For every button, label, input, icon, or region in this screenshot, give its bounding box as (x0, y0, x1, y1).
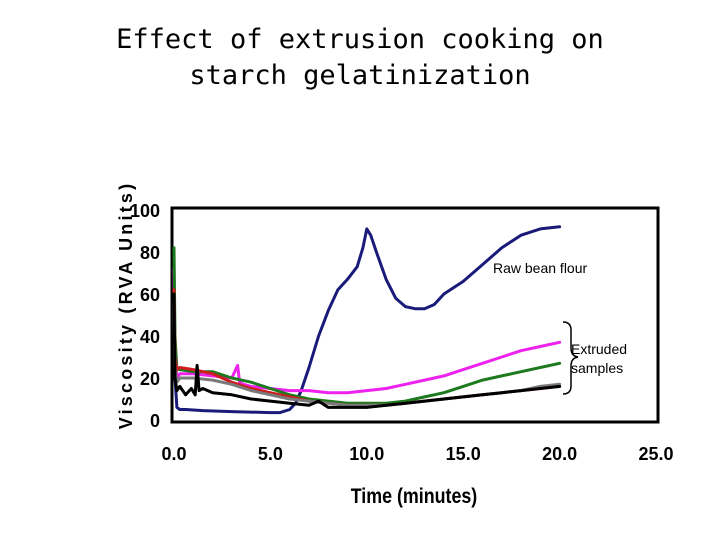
y-axis-label: Viscosity (RVA Units) (116, 181, 136, 430)
series-line-1 (172, 225, 562, 415)
series-line-2 (172, 267, 562, 395)
y-tick-label: 0 (150, 411, 160, 431)
x-tick-label: 10.0 (349, 444, 384, 464)
x-tick-label: 15.0 (446, 444, 481, 464)
slide-title-line-2: starch gelatinization (189, 60, 531, 91)
y-tick-label: 60 (140, 285, 160, 305)
extruded-label-line-1: Extruded (571, 341, 627, 357)
y-tick-label: 20 (140, 369, 160, 389)
y-tick-label: 40 (140, 327, 160, 347)
series-line-3 (172, 246, 562, 405)
x-tick-label: 25.0 (638, 444, 673, 464)
extruded-label-line-2: samples (571, 360, 623, 376)
slide-title-line-1: Effect of extrusion cooking on (116, 24, 604, 55)
extruded-brace (562, 321, 579, 395)
y-tick-label: 100 (130, 201, 160, 221)
y-tick-labels: 0 20 40 60 80 100 (130, 201, 160, 431)
x-axis-label: Time (minutes) (351, 485, 477, 509)
slide-title: Effect of extrusion cooking on starch ge… (0, 22, 720, 94)
x-tick-label: 0.0 (161, 444, 186, 464)
raw-bean-flour-label: Raw bean flour (493, 260, 588, 276)
series-layer (172, 225, 562, 415)
y-tick-label: 80 (140, 243, 160, 263)
x-tick-label: 5.0 (258, 444, 283, 464)
x-tick-label: 20.0 (542, 444, 577, 464)
series-line-6 (172, 292, 562, 409)
x-tick-labels: 0.0 5.0 10.0 15.0 20.0 25.0 (161, 444, 673, 464)
